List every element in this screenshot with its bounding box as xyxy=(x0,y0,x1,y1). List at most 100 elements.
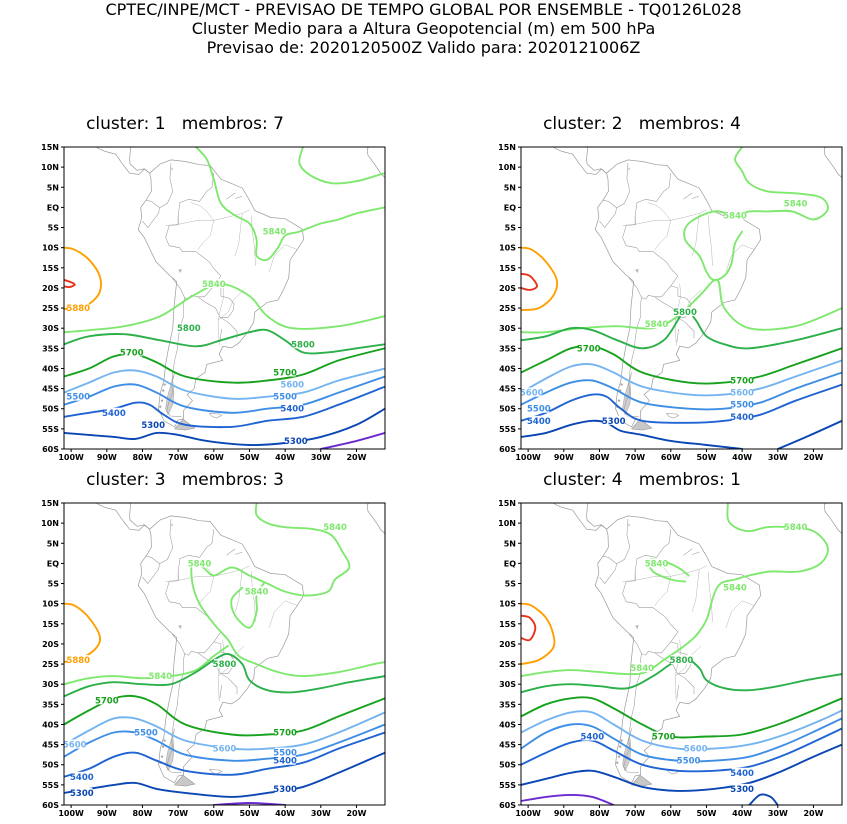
country-border xyxy=(220,317,237,338)
islet xyxy=(162,389,164,391)
islet xyxy=(163,383,165,385)
subtitle-dates: Previsao de: 2020120500Z Valido para: 20… xyxy=(0,39,847,57)
river xyxy=(251,216,255,266)
country-border xyxy=(172,604,221,656)
patagonian-ice xyxy=(166,373,175,415)
river xyxy=(198,576,214,605)
country-border xyxy=(617,519,630,564)
contour-5840 xyxy=(299,147,385,184)
lat-tick-label: 20S xyxy=(499,284,516,293)
country-border xyxy=(220,673,237,694)
contours xyxy=(64,503,385,805)
contour-label: 5840 xyxy=(723,211,747,221)
lake xyxy=(178,269,182,273)
lat-tick-label: 55S xyxy=(499,781,516,790)
contour-label: 5400 xyxy=(273,757,297,767)
country-border xyxy=(143,200,160,227)
lat-tick-label: 55S xyxy=(42,781,59,790)
lat-tick-label: 30S xyxy=(42,680,59,689)
country-border xyxy=(600,200,617,227)
contour-label: 5300 xyxy=(141,421,165,431)
contour-label: 5840 xyxy=(263,228,287,238)
contour-5500 xyxy=(64,725,385,761)
lon-tick-label: 70W xyxy=(625,809,645,818)
lat-tick-label: 15N xyxy=(41,499,59,508)
map-frame xyxy=(64,147,385,449)
lat-tick-label: 35S xyxy=(42,344,59,353)
lon-tick-label: 60W xyxy=(204,809,224,818)
lat-tick-label: 10N xyxy=(41,163,59,172)
lat-tick-label: 40S xyxy=(42,364,59,373)
contour-5300 xyxy=(749,794,778,805)
country-border xyxy=(143,556,160,583)
lon-tick-label: 90W xyxy=(97,453,117,462)
lat-tick-label: 15S xyxy=(42,264,59,273)
contour-5880 xyxy=(521,248,557,310)
lon-tick-label: 20W xyxy=(346,453,366,462)
coastline-africa xyxy=(824,147,842,178)
panel-title: cluster: 1 membros: 7 xyxy=(40,114,330,134)
lon-tick-label: 90W xyxy=(554,809,574,818)
contour-label: 5400 xyxy=(730,413,754,423)
panel-title: cluster: 2 membros: 4 xyxy=(497,114,787,134)
river xyxy=(269,245,298,272)
lon-tick-label: 20W xyxy=(346,809,366,818)
lat-tick-label: 50S xyxy=(42,405,59,414)
contour-5900 xyxy=(64,280,75,287)
lat-tick-label: 35S xyxy=(499,700,516,709)
country-border xyxy=(629,604,678,656)
contour-label: 5800 xyxy=(177,324,201,334)
lon-tick-label: 80W xyxy=(589,809,609,818)
contours xyxy=(64,147,385,449)
lon-tick-label: 60W xyxy=(661,453,681,462)
contour-label: 5840 xyxy=(202,280,226,290)
contour-label: 5700 xyxy=(120,348,144,358)
lat-tick-label: 5S xyxy=(505,224,517,233)
lat-tick-label: 40S xyxy=(499,364,516,373)
contour-label: 5700 xyxy=(273,729,297,739)
contour-5800 xyxy=(64,330,385,354)
river xyxy=(269,601,298,628)
islet xyxy=(616,762,618,764)
contour-label: 5840 xyxy=(645,559,669,569)
contour-label: 5840 xyxy=(645,320,669,330)
contour-label: 5300 xyxy=(273,785,297,795)
country-border xyxy=(623,173,671,248)
lon-tick-label: 70W xyxy=(168,809,188,818)
lat-tick-label: 60S xyxy=(499,801,516,810)
lat-tick-label: 45S xyxy=(42,385,59,394)
lat-tick-label: 20S xyxy=(42,284,59,293)
lat-tick-label: 50S xyxy=(499,761,516,770)
contour-label: 5800 xyxy=(673,308,697,318)
contour-label: 5600 xyxy=(684,745,708,755)
contour-label: 5300 xyxy=(602,417,626,427)
lat-tick-label: 20S xyxy=(499,640,516,649)
contour-label: 5840 xyxy=(323,523,347,533)
lat-tick-label: 50S xyxy=(499,405,516,414)
lat-tick-label: 15S xyxy=(499,264,516,273)
lon-tick-label: 60W xyxy=(204,453,224,462)
lat-tick-label: 5S xyxy=(48,580,60,589)
contour-5400 xyxy=(521,385,842,423)
river xyxy=(648,203,671,221)
river xyxy=(218,290,244,320)
panel-title: cluster: 4 membros: 1 xyxy=(497,470,787,490)
contour-label: 5500 xyxy=(677,757,701,767)
coastline-africa xyxy=(367,503,385,534)
islet xyxy=(161,399,163,401)
lat-tick-label: EQ xyxy=(47,203,59,212)
lat-tick-label: 5S xyxy=(48,224,60,233)
map-base xyxy=(521,471,842,786)
contour-label: 5300 xyxy=(730,785,754,795)
lat-tick-label: 25S xyxy=(42,660,59,669)
contour-label: 5840 xyxy=(245,588,269,598)
lat-tick-label: EQ xyxy=(504,203,516,212)
lat-tick-label: 60S xyxy=(499,445,516,454)
contour-5880 xyxy=(521,604,554,664)
